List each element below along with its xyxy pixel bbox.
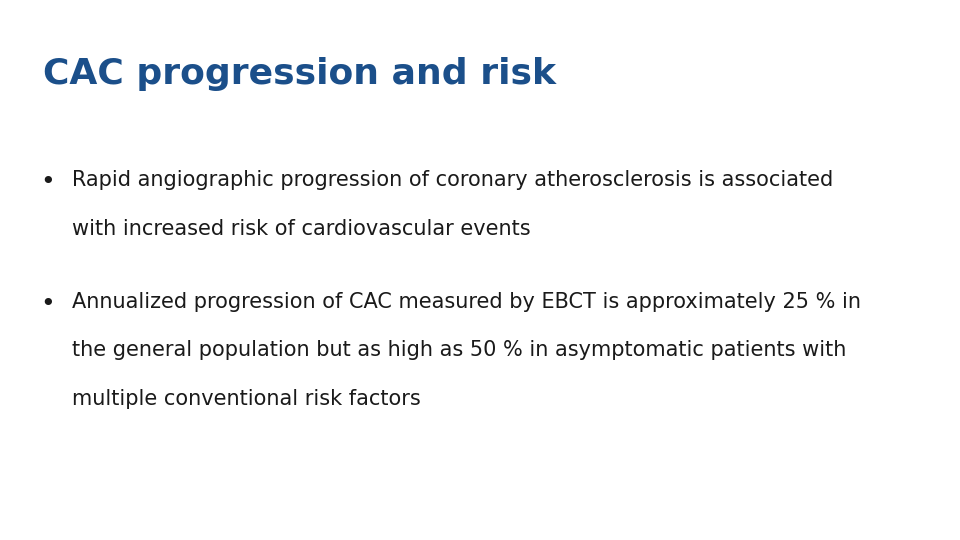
Text: Annualized progression of CAC measured by EBCT is approximately 25 % in: Annualized progression of CAC measured b… bbox=[72, 292, 861, 312]
Text: multiple conventional risk factors: multiple conventional risk factors bbox=[72, 389, 420, 409]
Text: Rapid angiographic progression of coronary atherosclerosis is associated: Rapid angiographic progression of corona… bbox=[72, 170, 833, 190]
Text: the general population but as high as 50 % in asymptomatic patients with: the general population but as high as 50… bbox=[72, 340, 847, 360]
Text: •: • bbox=[40, 170, 55, 194]
Text: CAC progression and risk: CAC progression and risk bbox=[43, 57, 556, 91]
Text: •: • bbox=[40, 292, 55, 315]
Text: with increased risk of cardiovascular events: with increased risk of cardiovascular ev… bbox=[72, 219, 531, 239]
